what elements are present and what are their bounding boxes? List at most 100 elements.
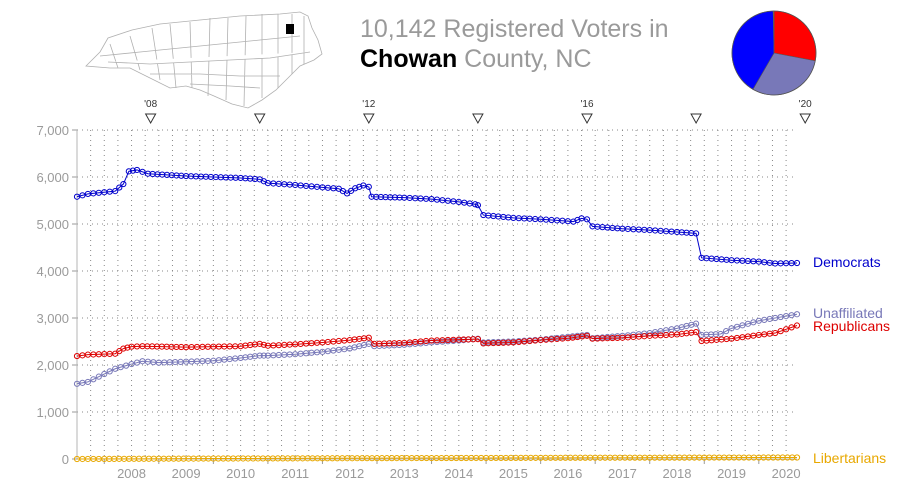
title-block: 10,142 Registered Voters in Chowan Count…	[360, 14, 720, 74]
chart-axes: 0 1,000 2,000 3,000 4,000 5,000 6,000 7,000 2008…	[36, 123, 800, 481]
data-point	[382, 194, 389, 201]
county-suffix: County, NC	[464, 45, 592, 73]
series-label-unaffiliated: Unaffiliated	[813, 305, 883, 321]
data-point	[256, 340, 263, 347]
data-point	[733, 323, 741, 330]
y-tick-label: 0	[62, 452, 69, 467]
data-point	[583, 332, 591, 339]
title-line1: 10,142 Registered Voters in	[360, 15, 669, 43]
data-point	[256, 352, 263, 359]
series-line	[76, 456, 798, 460]
x-tick-label: 2016	[553, 466, 582, 481]
data-point	[793, 259, 801, 267]
pie-chart	[731, 10, 817, 96]
election-triangle-icon	[799, 113, 812, 125]
pie-slice-republicans	[773, 10, 817, 62]
county-name: Chowan	[360, 45, 458, 73]
y-tick-label: 6,000	[36, 170, 69, 185]
data-point	[472, 201, 479, 208]
data-point	[124, 344, 131, 351]
election-triangle-icon	[253, 113, 266, 125]
series-libertarians	[73, 454, 801, 463]
x-tick-label: 2018	[663, 466, 692, 481]
election-triangle-icon	[362, 113, 375, 125]
election-markers: '08 '12 '16 '20	[144, 99, 812, 125]
data-point	[133, 166, 141, 174]
data-point	[117, 364, 124, 371]
data-point	[377, 193, 384, 201]
election-year-label: '16	[580, 99, 593, 110]
data-point	[739, 322, 746, 329]
data-point	[79, 192, 86, 199]
data-point	[793, 454, 801, 461]
x-tick-label: 2011	[281, 466, 309, 481]
data-point	[772, 329, 779, 337]
x-tick-label: 2008	[117, 466, 146, 481]
data-point	[360, 182, 367, 189]
data-point	[260, 341, 267, 348]
data-point	[120, 345, 127, 352]
election-year-label: '12	[362, 99, 375, 110]
data-point	[129, 167, 137, 174]
data-point	[90, 376, 97, 383]
series-line	[76, 325, 798, 357]
data-point	[73, 193, 81, 200]
data-point	[692, 230, 700, 237]
data-point	[570, 218, 577, 225]
series-line	[76, 169, 798, 264]
data-point	[793, 322, 801, 329]
data-point	[101, 370, 108, 378]
data-point	[692, 320, 700, 327]
data-point	[777, 328, 784, 335]
data-point	[112, 188, 119, 195]
data-point	[583, 216, 591, 223]
data-point	[373, 193, 380, 200]
chart-grid	[76, 129, 797, 460]
election-triangle-icon	[690, 113, 702, 125]
data-point	[574, 216, 581, 224]
x-tick-label: 2020	[772, 466, 801, 481]
title-line2: Chowan County, NC	[360, 44, 720, 74]
y-tick-label: 2,000	[36, 358, 69, 373]
data-point	[84, 378, 92, 386]
election-triangle-icon	[144, 113, 157, 125]
election-year-label: '08	[144, 99, 157, 110]
y-tick-label: 3,000	[36, 311, 69, 326]
x-tick-label: 2013	[390, 466, 419, 481]
data-point	[722, 328, 730, 335]
x-tick-label: 2015	[499, 466, 528, 481]
data-point	[396, 194, 403, 201]
data-point	[116, 184, 123, 191]
election-triangle-icon	[472, 113, 484, 125]
series-label-libertarians: Libertarians	[813, 450, 886, 466]
election-year-label: '20	[799, 99, 812, 110]
y-tick-label: 7,000	[36, 123, 69, 138]
data-point	[728, 325, 735, 332]
data-point	[474, 336, 482, 343]
data-point	[782, 326, 790, 333]
data-point	[788, 324, 795, 331]
data-point	[387, 194, 394, 201]
data-point	[356, 183, 363, 190]
data-point	[139, 168, 146, 175]
x-tick-label: 2009	[172, 466, 201, 481]
north-carolina-county-map-icon	[85, 11, 323, 109]
data-point	[365, 334, 372, 341]
data-point	[112, 365, 119, 372]
data-point	[125, 168, 132, 175]
data-point	[133, 359, 141, 366]
data-point	[128, 360, 135, 368]
data-point	[368, 193, 375, 200]
series-label-democrats: Democrats	[813, 254, 881, 270]
y-tick-label: 1,000	[36, 405, 69, 420]
chart-series	[73, 166, 801, 463]
series-democrats	[73, 166, 801, 267]
x-tick-label: 2014	[444, 466, 473, 481]
series-label-republicans: Republicans	[813, 318, 890, 334]
data-point	[744, 320, 752, 327]
series-republicans	[73, 322, 801, 360]
data-point	[750, 319, 757, 326]
data-point	[95, 373, 102, 380]
